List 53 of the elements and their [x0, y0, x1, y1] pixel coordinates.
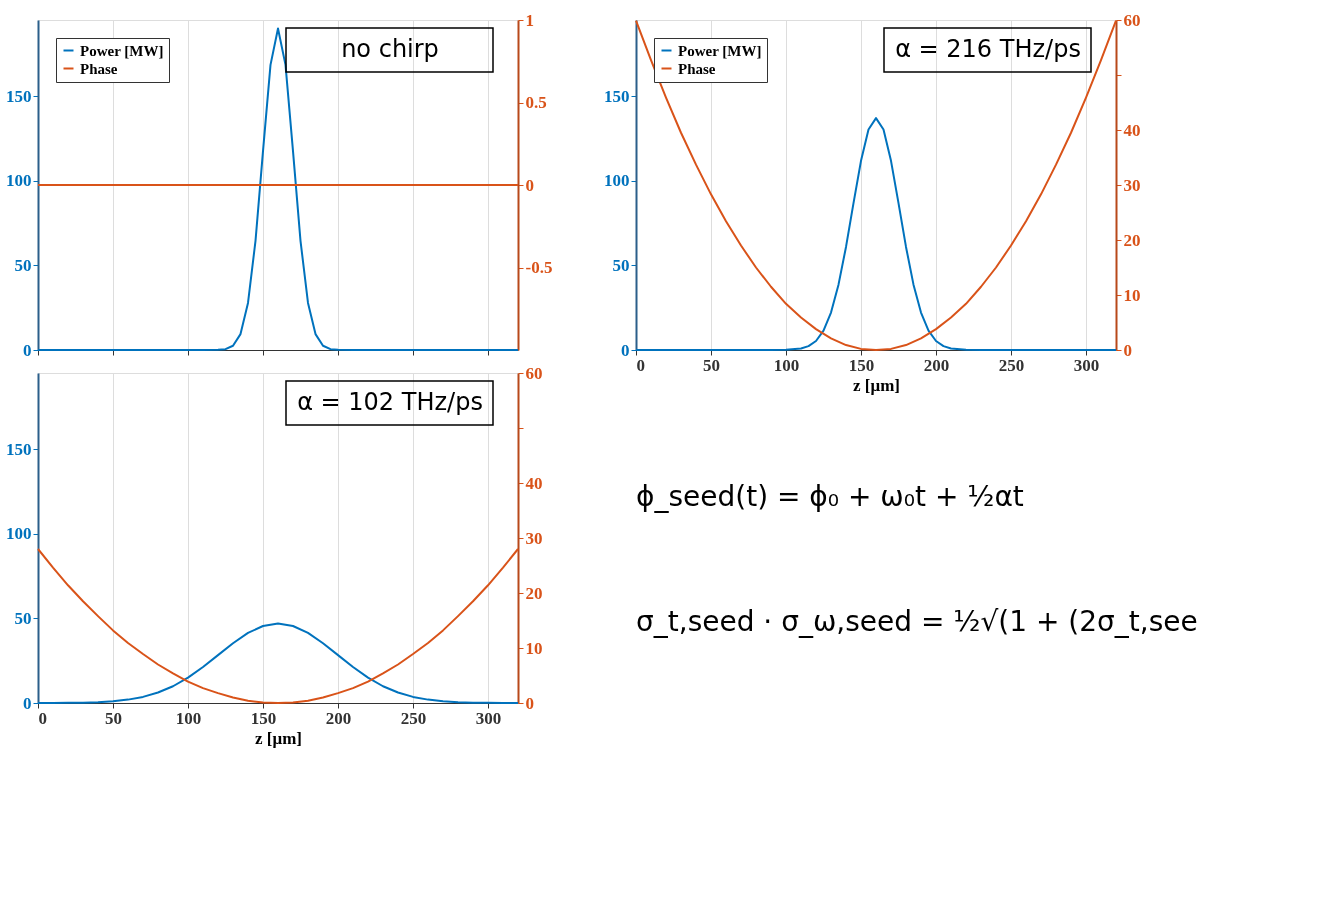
y2-tick-label: 1 — [525, 10, 534, 30]
y2-tick-label: 0.5 — [525, 93, 547, 112]
y2-tick-label: 20 — [1123, 230, 1141, 250]
x-tick-label: 250 — [400, 708, 427, 728]
legend-label: Phase — [678, 60, 716, 77]
x-tick-label: 200 — [325, 708, 352, 728]
y2-tick-label: 10 — [1123, 285, 1141, 305]
text: σ_t,seed · σ_ω,seed = ½√(1 + (2σ_t,see — [636, 604, 1198, 638]
y-tick-label: 0 — [23, 693, 32, 713]
y2-tick-label: 0 — [525, 175, 534, 195]
annotation: no chirp — [341, 35, 439, 63]
y2-tick-label: 40 — [525, 473, 543, 493]
x-axis-title: z [μm] — [853, 375, 900, 395]
y-tick-label: 150 — [604, 86, 630, 106]
y-tick-label: 100 — [604, 171, 630, 191]
y-tick-label: 100 — [6, 524, 32, 544]
legend-label: Power [MW] — [80, 42, 164, 59]
x-tick-label: 300 — [1073, 355, 1100, 375]
x-tick-label: 250 — [998, 355, 1025, 375]
x-tick-label: 0 — [636, 355, 645, 375]
y-tick-label: 150 — [6, 86, 32, 106]
x-tick-label: 300 — [475, 708, 502, 728]
x-tick-label: 50 — [105, 708, 122, 728]
y-tick-label: 0 — [621, 340, 630, 360]
x-tick-label: 150 — [848, 355, 875, 375]
y-tick-label: 150 — [6, 439, 32, 459]
y2-tick-label: 60 — [525, 363, 543, 383]
y2-tick-label: 40 — [1123, 120, 1141, 140]
x-tick-label: 100 — [773, 355, 800, 375]
y-tick-label: 50 — [14, 255, 32, 275]
y2-tick-label: 60 — [1123, 10, 1141, 30]
y-tick-label: 100 — [6, 171, 32, 191]
y2-tick-label: -0.5 — [525, 258, 553, 277]
annotation: α = 102 THz/ps — [297, 388, 483, 416]
y2-tick-label: 30 — [1123, 175, 1141, 195]
annotation: α = 216 THz/ps — [895, 35, 1081, 63]
y2-tick-label: 30 — [525, 528, 543, 548]
x-axis-title: z [μm] — [255, 728, 302, 748]
x-tick-label: 0 — [38, 708, 47, 728]
y-tick-label: 0 — [23, 340, 32, 360]
y2-tick-label: 0 — [525, 693, 534, 713]
legend-label: Power [MW] — [678, 42, 762, 59]
y-tick-label: 50 — [14, 608, 32, 628]
text: ϕ_seed(t) = ϕ₀ + ω₀t + ½αt — [636, 479, 1024, 513]
y-tick-label: 50 — [612, 255, 630, 275]
x-tick-label: 150 — [250, 708, 277, 728]
y2-tick-label: 20 — [525, 583, 543, 603]
x-tick-label: 100 — [175, 708, 202, 728]
legend-label: Phase — [80, 60, 118, 77]
y2-tick-label: 0 — [1123, 340, 1132, 360]
y2-tick-label: 10 — [525, 638, 543, 658]
x-tick-label: 200 — [923, 355, 950, 375]
x-tick-label: 50 — [703, 355, 720, 375]
